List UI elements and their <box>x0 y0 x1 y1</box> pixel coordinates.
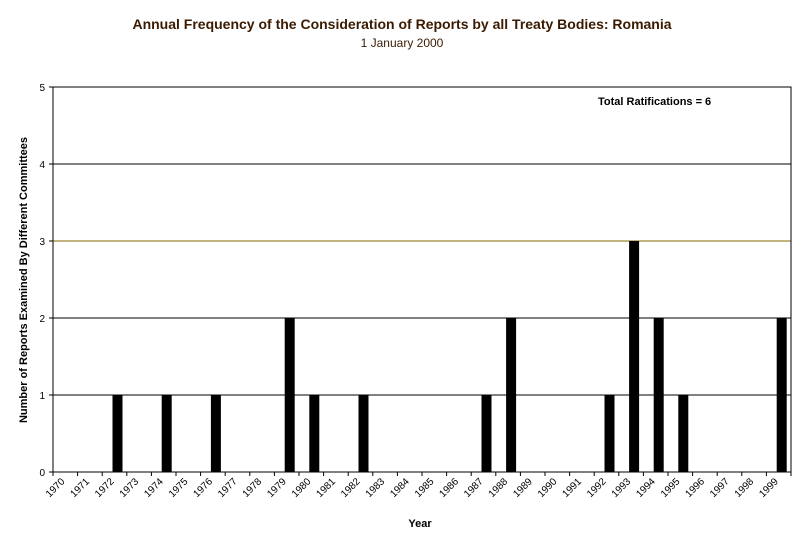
x-tick-label-1976: 1976 <box>192 476 216 500</box>
y-tick-label: 1 <box>39 391 45 402</box>
chart-title: Annual Frequency of the Consideration of… <box>132 16 672 32</box>
y-tick-label: 4 <box>39 160 45 171</box>
x-tick-label-1984: 1984 <box>388 476 412 500</box>
x-tick-label-1995: 1995 <box>659 476 683 500</box>
bar-1980 <box>309 395 320 472</box>
bar-1992 <box>604 395 615 472</box>
bar-1974 <box>161 395 172 472</box>
x-tick-label-1981: 1981 <box>315 476 339 500</box>
bar-1976 <box>210 395 221 472</box>
bar-1982 <box>358 395 369 472</box>
bar-1988 <box>506 318 517 472</box>
y-tick-label: 3 <box>39 237 45 248</box>
bar-1972 <box>112 395 123 472</box>
bar-1993 <box>629 241 640 472</box>
gridlines <box>53 86 791 396</box>
x-tick-labels: 1970 1971 1972 1973 1974 1975 1976 1977 1978 1979… <box>44 472 792 500</box>
x-tick-label-1977: 1977 <box>216 476 240 500</box>
x-tick-label-1983: 1983 <box>364 476 388 500</box>
x-tick-label-1991: 1991 <box>561 476 585 500</box>
x-tick-label-1982: 1982 <box>339 476 363 500</box>
y-axis-label: Number of Reports Examined By Different … <box>18 137 30 423</box>
x-tick-label-1973: 1973 <box>118 476 142 500</box>
y-tick-labels: 0 1 2 3 4 5 <box>39 83 53 479</box>
x-tick-label-1978: 1978 <box>241 476 265 500</box>
x-tick-label-1971: 1971 <box>69 476 93 500</box>
x-tick-label-1987: 1987 <box>462 476 486 500</box>
total-ratifications-annotation: Total Ratifications = 6 <box>598 96 711 108</box>
x-tick-label-1989: 1989 <box>511 476 535 500</box>
bar-1994 <box>653 318 664 472</box>
x-tick-label-1972: 1972 <box>93 476 117 500</box>
x-tick-label-1988: 1988 <box>487 476 511 500</box>
x-tick-label-1985: 1985 <box>413 476 437 500</box>
x-tick-label-1975: 1975 <box>167 476 191 500</box>
y-tick-label: 5 <box>39 83 45 94</box>
x-tick-label-1997: 1997 <box>708 476 732 500</box>
bar-1987 <box>481 395 492 472</box>
x-tick-label-1992: 1992 <box>585 476 609 500</box>
y-tick-label: 2 <box>39 314 45 325</box>
x-tick-label-1996: 1996 <box>684 476 708 500</box>
x-tick-label-1970: 1970 <box>44 476 68 500</box>
x-tick-label-1999: 1999 <box>757 476 781 500</box>
x-axis-label: Year <box>408 518 432 530</box>
bar-1979 <box>284 318 295 472</box>
x-tick-label-1993: 1993 <box>610 476 634 500</box>
bars <box>112 241 787 472</box>
bar-1995 <box>678 395 689 472</box>
x-tick-label-1994: 1994 <box>634 476 658 500</box>
y-tick-label: 0 <box>39 468 45 479</box>
x-tick-label-1986: 1986 <box>438 476 462 500</box>
x-tick-label-1990: 1990 <box>536 476 560 500</box>
x-tick-label-1980: 1980 <box>290 476 314 500</box>
x-tick-label-1979: 1979 <box>265 476 289 500</box>
x-tick-label-1998: 1998 <box>733 476 757 500</box>
bar-1999 <box>776 318 787 472</box>
chart-subtitle: 1 January 2000 <box>360 36 444 50</box>
x-tick-label-1974: 1974 <box>142 476 166 500</box>
